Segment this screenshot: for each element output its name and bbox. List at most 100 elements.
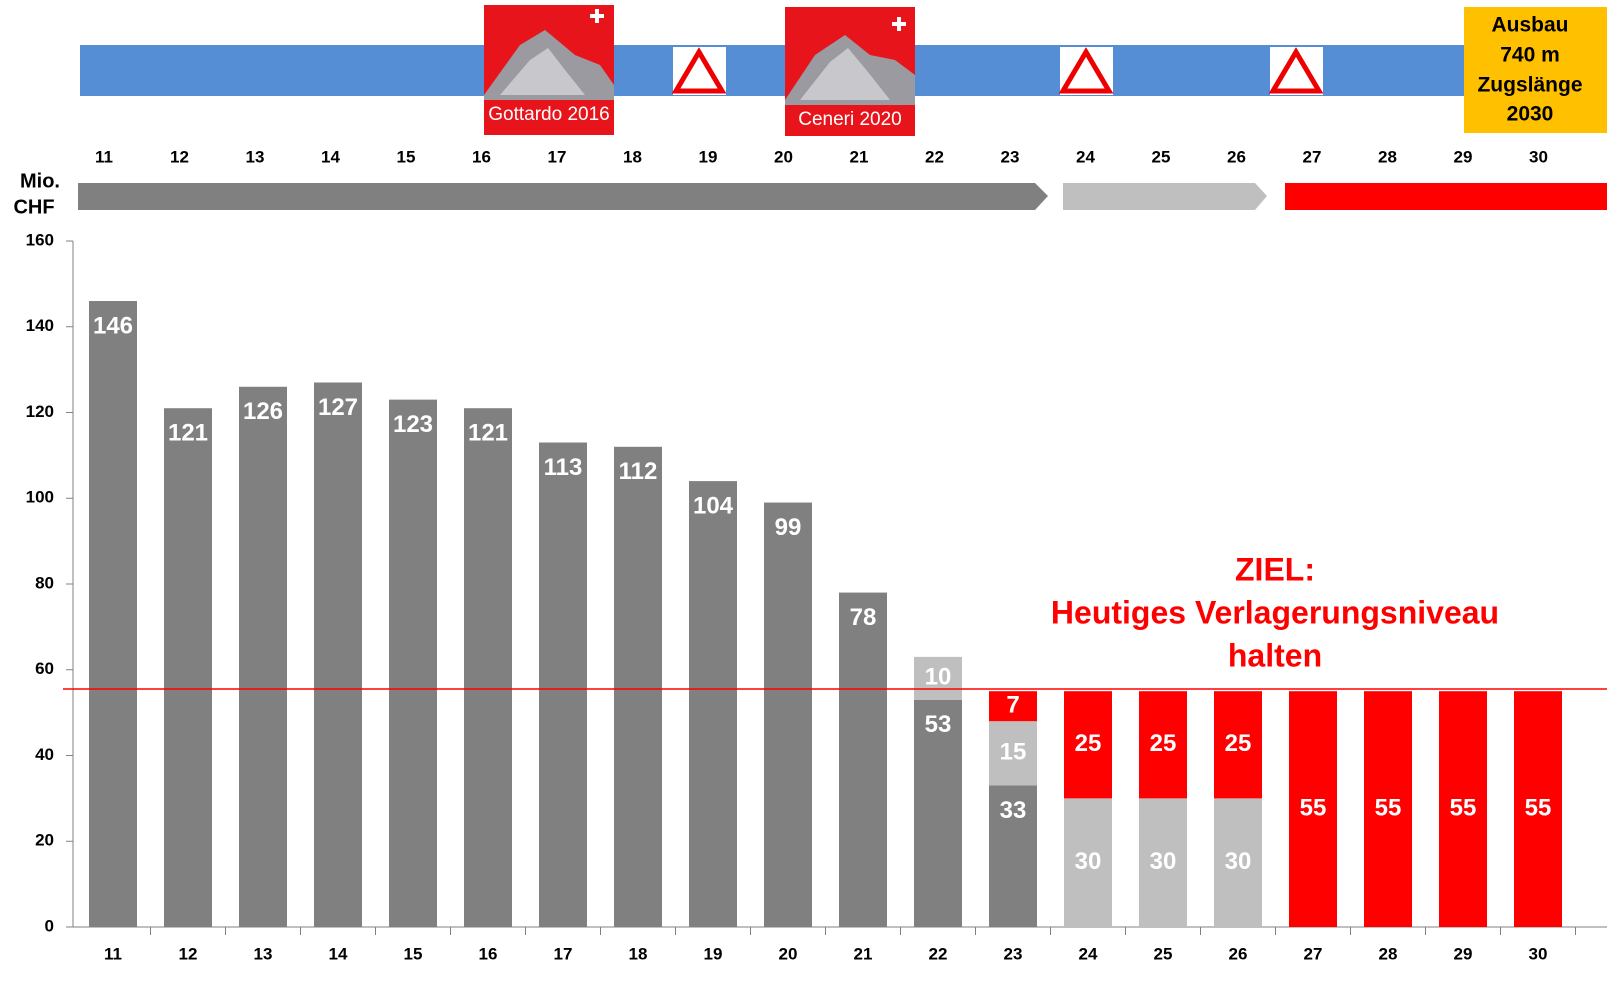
value-label: 55: [1450, 794, 1477, 821]
top-tick-label: 29: [1454, 147, 1473, 166]
bar-segment: [989, 721, 1037, 786]
bar-segment: [914, 656, 962, 700]
bar-segment: [989, 785, 1037, 927]
value-label: 112: [619, 458, 658, 485]
bar-segment: [1514, 691, 1562, 927]
x-tick-label: 18: [629, 944, 648, 963]
bar-segment: [1289, 691, 1337, 927]
bar-segment: [1139, 691, 1187, 799]
value-label: 10: [925, 664, 952, 691]
warning-sign: [1058, 47, 1114, 95]
y-tick-label: 160: [26, 230, 54, 249]
y-axis-label: CHF: [13, 196, 54, 218]
phase-arrow: [1063, 183, 1267, 210]
value-label: 7: [1006, 692, 1019, 719]
top-tick-label: 23: [1001, 147, 1020, 166]
phase-arrow: [1285, 183, 1607, 210]
x-tick-label: 16: [479, 944, 498, 963]
value-label: 146: [93, 312, 133, 339]
warning-sign: [671, 47, 727, 95]
phase-arrow: [78, 183, 1048, 210]
bar-segment: [839, 592, 887, 927]
value-label: 55: [1525, 794, 1552, 821]
value-label: 121: [468, 420, 508, 447]
value-label: 55: [1300, 794, 1327, 821]
value-label: 126: [243, 398, 283, 425]
top-tick-label: 17: [548, 147, 567, 166]
bar-segment: [1364, 691, 1412, 927]
value-label: 99: [775, 514, 802, 541]
x-tick-label: 23: [1004, 944, 1023, 963]
value-label: 25: [1225, 730, 1252, 757]
top-tick-label: 27: [1303, 147, 1322, 166]
bar-segment: [614, 446, 662, 927]
top-tick-label: 20: [774, 147, 793, 166]
y-tick-label: 80: [35, 573, 54, 592]
bar-segment: [1214, 798, 1262, 927]
bar-segment: [914, 699, 962, 927]
bar-segment: [389, 399, 437, 927]
milestone-label: Gottardo 2016: [488, 104, 609, 125]
x-tick-label: 13: [254, 944, 273, 963]
top-tick-label: 16: [472, 147, 491, 166]
value-label: 30: [1150, 848, 1177, 875]
y-tick-label: 40: [35, 745, 54, 764]
top-tick-label: 12: [170, 147, 189, 166]
top-tick-label: 19: [699, 147, 718, 166]
annotation: Heutiges Verlagerungsniveau: [1051, 594, 1499, 630]
y-axis-label: Mio.: [20, 170, 60, 192]
milestone-ceneri: Ceneri 2020: [785, 7, 915, 136]
bar-segment: [1064, 691, 1112, 799]
x-tick-label: 24: [1079, 944, 1098, 963]
value-label: 113: [544, 454, 583, 481]
x-tick-label: 20: [779, 944, 798, 963]
bar-segment: [1064, 798, 1112, 927]
value-label: 25: [1150, 730, 1177, 757]
top-tick-label: 30: [1529, 147, 1548, 166]
value-label: 30: [1075, 848, 1102, 875]
bar-segment: [1139, 798, 1187, 927]
bar-segment: [89, 301, 137, 927]
annotation: halten: [1228, 637, 1322, 673]
x-tick-label: 30: [1529, 944, 1548, 963]
top-tick-label: 24: [1076, 147, 1095, 166]
x-tick-label: 15: [404, 944, 423, 963]
top-tick-label: 11: [95, 147, 113, 166]
x-tick-label: 17: [554, 944, 573, 963]
bar-segment: [239, 386, 287, 927]
value-label: 33: [1000, 797, 1027, 824]
bar-segment: [164, 408, 212, 927]
bar-segment: [689, 481, 737, 927]
value-label: 123: [393, 411, 433, 438]
top-tick-label: 14: [321, 147, 340, 166]
top-tick-label: 15: [397, 147, 416, 166]
bar-segment: [1214, 691, 1262, 799]
box-text: 740 m: [1500, 44, 1560, 67]
x-tick-label: 14: [329, 944, 348, 963]
x-tick-label: 21: [854, 944, 873, 963]
bar-segment: [1439, 691, 1487, 927]
x-tick-label: 29: [1454, 944, 1473, 963]
timeline-band: [80, 45, 1480, 96]
y-tick-label: 140: [26, 316, 54, 335]
info-box: [1464, 7, 1607, 133]
y-tick-label: 120: [26, 402, 54, 421]
milestone-gottardo: Gottardo 2016: [484, 5, 614, 135]
value-label: 121: [168, 420, 208, 447]
value-label: 127: [318, 394, 358, 421]
top-tick-label: 25: [1152, 147, 1171, 166]
box-text: 2030: [1507, 103, 1554, 126]
top-tick-label: 22: [925, 147, 944, 166]
x-tick-label: 22: [929, 944, 948, 963]
value-label: 30: [1225, 848, 1252, 875]
warning-sign: [1268, 47, 1324, 95]
value-label: 15: [1000, 739, 1027, 766]
x-tick-label: 11: [104, 944, 122, 963]
bar-segment: [539, 442, 587, 927]
milestone-label: Ceneri 2020: [798, 109, 902, 130]
top-tick-label: 13: [246, 147, 265, 166]
x-tick-label: 25: [1154, 944, 1173, 963]
x-tick-label: 26: [1229, 944, 1248, 963]
y-tick-label: 0: [45, 916, 54, 935]
